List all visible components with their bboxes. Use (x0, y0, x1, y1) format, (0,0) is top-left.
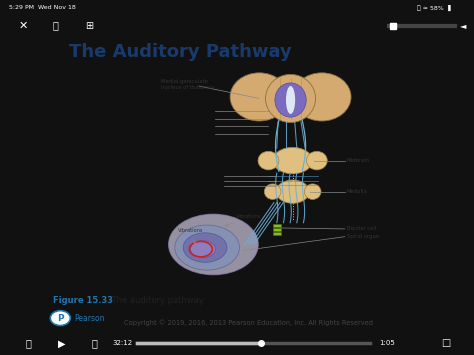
Ellipse shape (258, 151, 279, 170)
Text: 32:12: 32:12 (113, 340, 133, 346)
Text: 1:05: 1:05 (379, 340, 395, 346)
Text: Copyright © 2019, 2016, 2013 Pearson Education, Inc. All Rights Reserved: Copyright © 2019, 2016, 2013 Pearson Edu… (124, 320, 374, 326)
Text: ⏭: ⏭ (92, 338, 98, 348)
Text: 5:29 PM  Wed Nov 18: 5:29 PM Wed Nov 18 (9, 5, 76, 10)
Text: ⏮: ⏮ (26, 338, 31, 348)
Text: ⧉: ⧉ (52, 21, 58, 31)
Ellipse shape (264, 184, 281, 200)
Bar (273, 224, 281, 227)
Ellipse shape (276, 180, 310, 203)
Text: Pearson: Pearson (74, 313, 105, 323)
Text: ✕: ✕ (19, 21, 28, 31)
Text: The auditory pathway.: The auditory pathway. (109, 296, 205, 305)
Ellipse shape (230, 73, 289, 121)
Text: Medial geniculate
nucleus of thalamus: Medial geniculate nucleus of thalamus (161, 79, 215, 90)
Text: Vibrations: Vibrations (178, 228, 203, 244)
Text: P: P (57, 313, 64, 323)
Ellipse shape (275, 83, 306, 117)
Ellipse shape (286, 86, 295, 114)
Text: ◄: ◄ (460, 21, 466, 30)
Text: □: □ (441, 338, 450, 348)
Text: Spiral organ: Spiral organ (347, 234, 379, 239)
Ellipse shape (169, 214, 258, 275)
Ellipse shape (191, 241, 216, 258)
Text: ▶: ▶ (58, 338, 65, 348)
Text: Figure 15.33: Figure 15.33 (53, 296, 113, 305)
Text: Midbrain: Midbrain (347, 158, 370, 163)
Ellipse shape (175, 225, 239, 270)
Ellipse shape (183, 233, 227, 262)
Text: Bipolar cell: Bipolar cell (347, 226, 376, 231)
Text: Vibrations: Vibrations (225, 214, 262, 226)
Text: ⊞: ⊞ (85, 21, 93, 31)
Ellipse shape (304, 184, 321, 200)
Circle shape (50, 311, 70, 326)
Bar (273, 228, 281, 231)
Ellipse shape (292, 73, 351, 121)
Text: ⛟ ≈ 58% ▐: ⛟ ≈ 58% ▐ (417, 4, 451, 11)
Ellipse shape (265, 75, 316, 122)
Ellipse shape (273, 147, 312, 174)
Text: The Auditory Pathway: The Auditory Pathway (70, 43, 292, 61)
Text: Medulla: Medulla (347, 189, 368, 194)
Ellipse shape (306, 151, 327, 170)
Bar (273, 232, 281, 235)
